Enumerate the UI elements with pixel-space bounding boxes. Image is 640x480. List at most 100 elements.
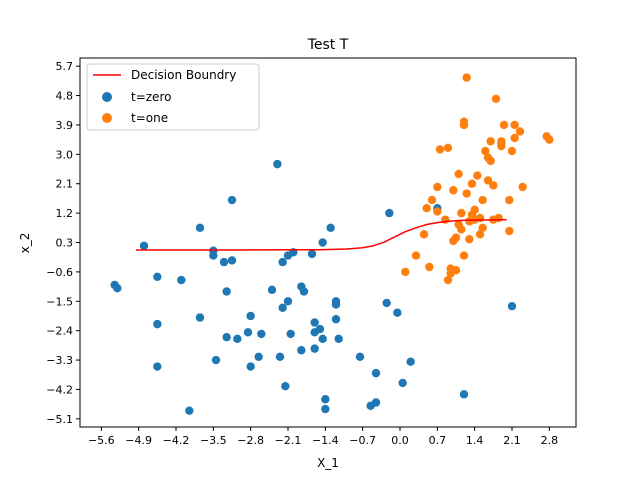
data-point-one bbox=[454, 169, 463, 179]
x-tick-label: 2.1 bbox=[503, 434, 521, 447]
data-point-zero bbox=[243, 328, 253, 337]
data-point-zero bbox=[310, 344, 319, 353]
data-point-one bbox=[457, 225, 466, 234]
data-point-zero bbox=[153, 362, 162, 371]
data-point-one bbox=[433, 207, 442, 216]
data-point-zero bbox=[393, 308, 402, 317]
y-tick-label: 2.1 bbox=[56, 178, 74, 191]
data-point-zero bbox=[334, 334, 343, 344]
data-point-zero bbox=[398, 378, 407, 388]
data-point-one bbox=[459, 251, 469, 260]
y-tick-label: −2.4 bbox=[46, 325, 73, 338]
data-point-one bbox=[433, 182, 442, 192]
y-tick-label: 3.9 bbox=[56, 119, 74, 132]
y-tick-label: −1.5 bbox=[46, 295, 73, 308]
data-point-one bbox=[478, 223, 487, 233]
data-point-one bbox=[486, 156, 495, 166]
legend-label-boundary: Decision Boundry bbox=[131, 68, 236, 82]
chart-title: Test T bbox=[307, 37, 349, 53]
data-point-zero bbox=[113, 284, 122, 293]
data-point-zero bbox=[209, 251, 218, 260]
data-point-zero bbox=[459, 390, 469, 399]
data-point-zero bbox=[278, 303, 287, 313]
data-point-zero bbox=[246, 362, 255, 371]
data-point-zero bbox=[177, 275, 186, 285]
data-point-one bbox=[457, 208, 466, 218]
plot-area bbox=[110, 73, 554, 415]
legend-box bbox=[86, 63, 260, 131]
y-tick-label: 1.2 bbox=[56, 207, 74, 220]
data-point-one bbox=[467, 179, 477, 188]
y-tick-label: 5.7 bbox=[56, 60, 74, 73]
data-point-zero bbox=[299, 287, 309, 296]
data-point-zero bbox=[283, 297, 293, 306]
data-point-zero bbox=[331, 300, 341, 309]
data-point-zero bbox=[286, 329, 295, 339]
y-axis-label: x_2 bbox=[18, 233, 32, 254]
data-point-zero bbox=[371, 398, 381, 407]
data-point-one bbox=[475, 230, 485, 239]
data-point-one bbox=[499, 120, 509, 130]
data-point-zero bbox=[227, 195, 237, 205]
data-point-zero bbox=[227, 256, 237, 265]
data-point-one bbox=[443, 143, 453, 153]
data-point-one bbox=[462, 73, 471, 82]
decision-boundary-line bbox=[136, 218, 507, 251]
data-point-zero bbox=[246, 311, 255, 321]
y-tick-label: −3.3 bbox=[46, 354, 73, 367]
data-point-zero bbox=[275, 352, 285, 361]
y-tick-label: 0.3 bbox=[56, 237, 74, 250]
x-tick-label: −1.4 bbox=[312, 434, 339, 447]
x-tick-label: 1.4 bbox=[466, 434, 484, 447]
legend: Decision Boundry t=zero t=one bbox=[86, 63, 260, 131]
data-point-zero bbox=[153, 272, 162, 281]
data-point-one bbox=[545, 135, 554, 144]
data-point-zero bbox=[139, 241, 149, 250]
plot-frame bbox=[79, 57, 577, 428]
data-point-zero bbox=[507, 301, 517, 311]
data-point-zero bbox=[222, 287, 231, 296]
data-point-zero bbox=[153, 319, 162, 329]
data-point-one bbox=[518, 182, 527, 192]
x-tick-label: −2.8 bbox=[237, 434, 264, 447]
x-tick-label: −4.2 bbox=[163, 434, 190, 447]
data-point-one bbox=[507, 146, 517, 156]
x-tick-label: 2.8 bbox=[541, 434, 559, 447]
data-point-zero bbox=[331, 315, 341, 324]
legend-marker-one bbox=[102, 113, 112, 123]
data-point-one bbox=[422, 204, 431, 213]
data-point-zero bbox=[219, 257, 229, 267]
y-tick-label: 4.8 bbox=[56, 90, 74, 103]
x-tick-label: −4.9 bbox=[125, 434, 152, 447]
data-point-one bbox=[462, 189, 471, 198]
x-tick-label: −0.7 bbox=[349, 434, 376, 447]
data-point-one bbox=[435, 145, 445, 154]
data-point-one bbox=[425, 262, 434, 272]
data-point-one bbox=[510, 120, 519, 130]
data-point-zero bbox=[315, 324, 325, 334]
data-point-one bbox=[443, 275, 453, 285]
data-point-one bbox=[401, 267, 410, 277]
data-point-zero bbox=[185, 406, 194, 415]
data-point-one bbox=[478, 195, 487, 205]
data-point-zero bbox=[318, 238, 327, 247]
x-tick-label: 0.0 bbox=[391, 434, 409, 447]
data-point-zero bbox=[310, 318, 319, 327]
y-tick-label: −5.1 bbox=[46, 413, 73, 426]
data-point-zero bbox=[254, 352, 263, 361]
data-point-one bbox=[491, 94, 501, 104]
data-point-one bbox=[459, 120, 469, 130]
data-point-one bbox=[510, 133, 519, 143]
x-tick-label: −5.6 bbox=[88, 434, 115, 447]
legend-marker-zero bbox=[102, 92, 112, 102]
data-point-zero bbox=[267, 285, 277, 295]
data-point-zero bbox=[318, 334, 327, 344]
data-point-zero bbox=[233, 334, 242, 344]
x-tick-label: −3.5 bbox=[200, 434, 227, 447]
y-tick-label: 3.0 bbox=[56, 148, 74, 161]
x-axis-label: X_1 bbox=[317, 456, 339, 470]
data-point-one bbox=[475, 213, 485, 223]
data-point-one bbox=[449, 186, 458, 195]
y-axis-ticks: −5.1 −4.2 −3.3 −2.4 −1.5 −0.6 0.3 1.2 2.1 3.0 3.9 4… bbox=[46, 60, 80, 426]
